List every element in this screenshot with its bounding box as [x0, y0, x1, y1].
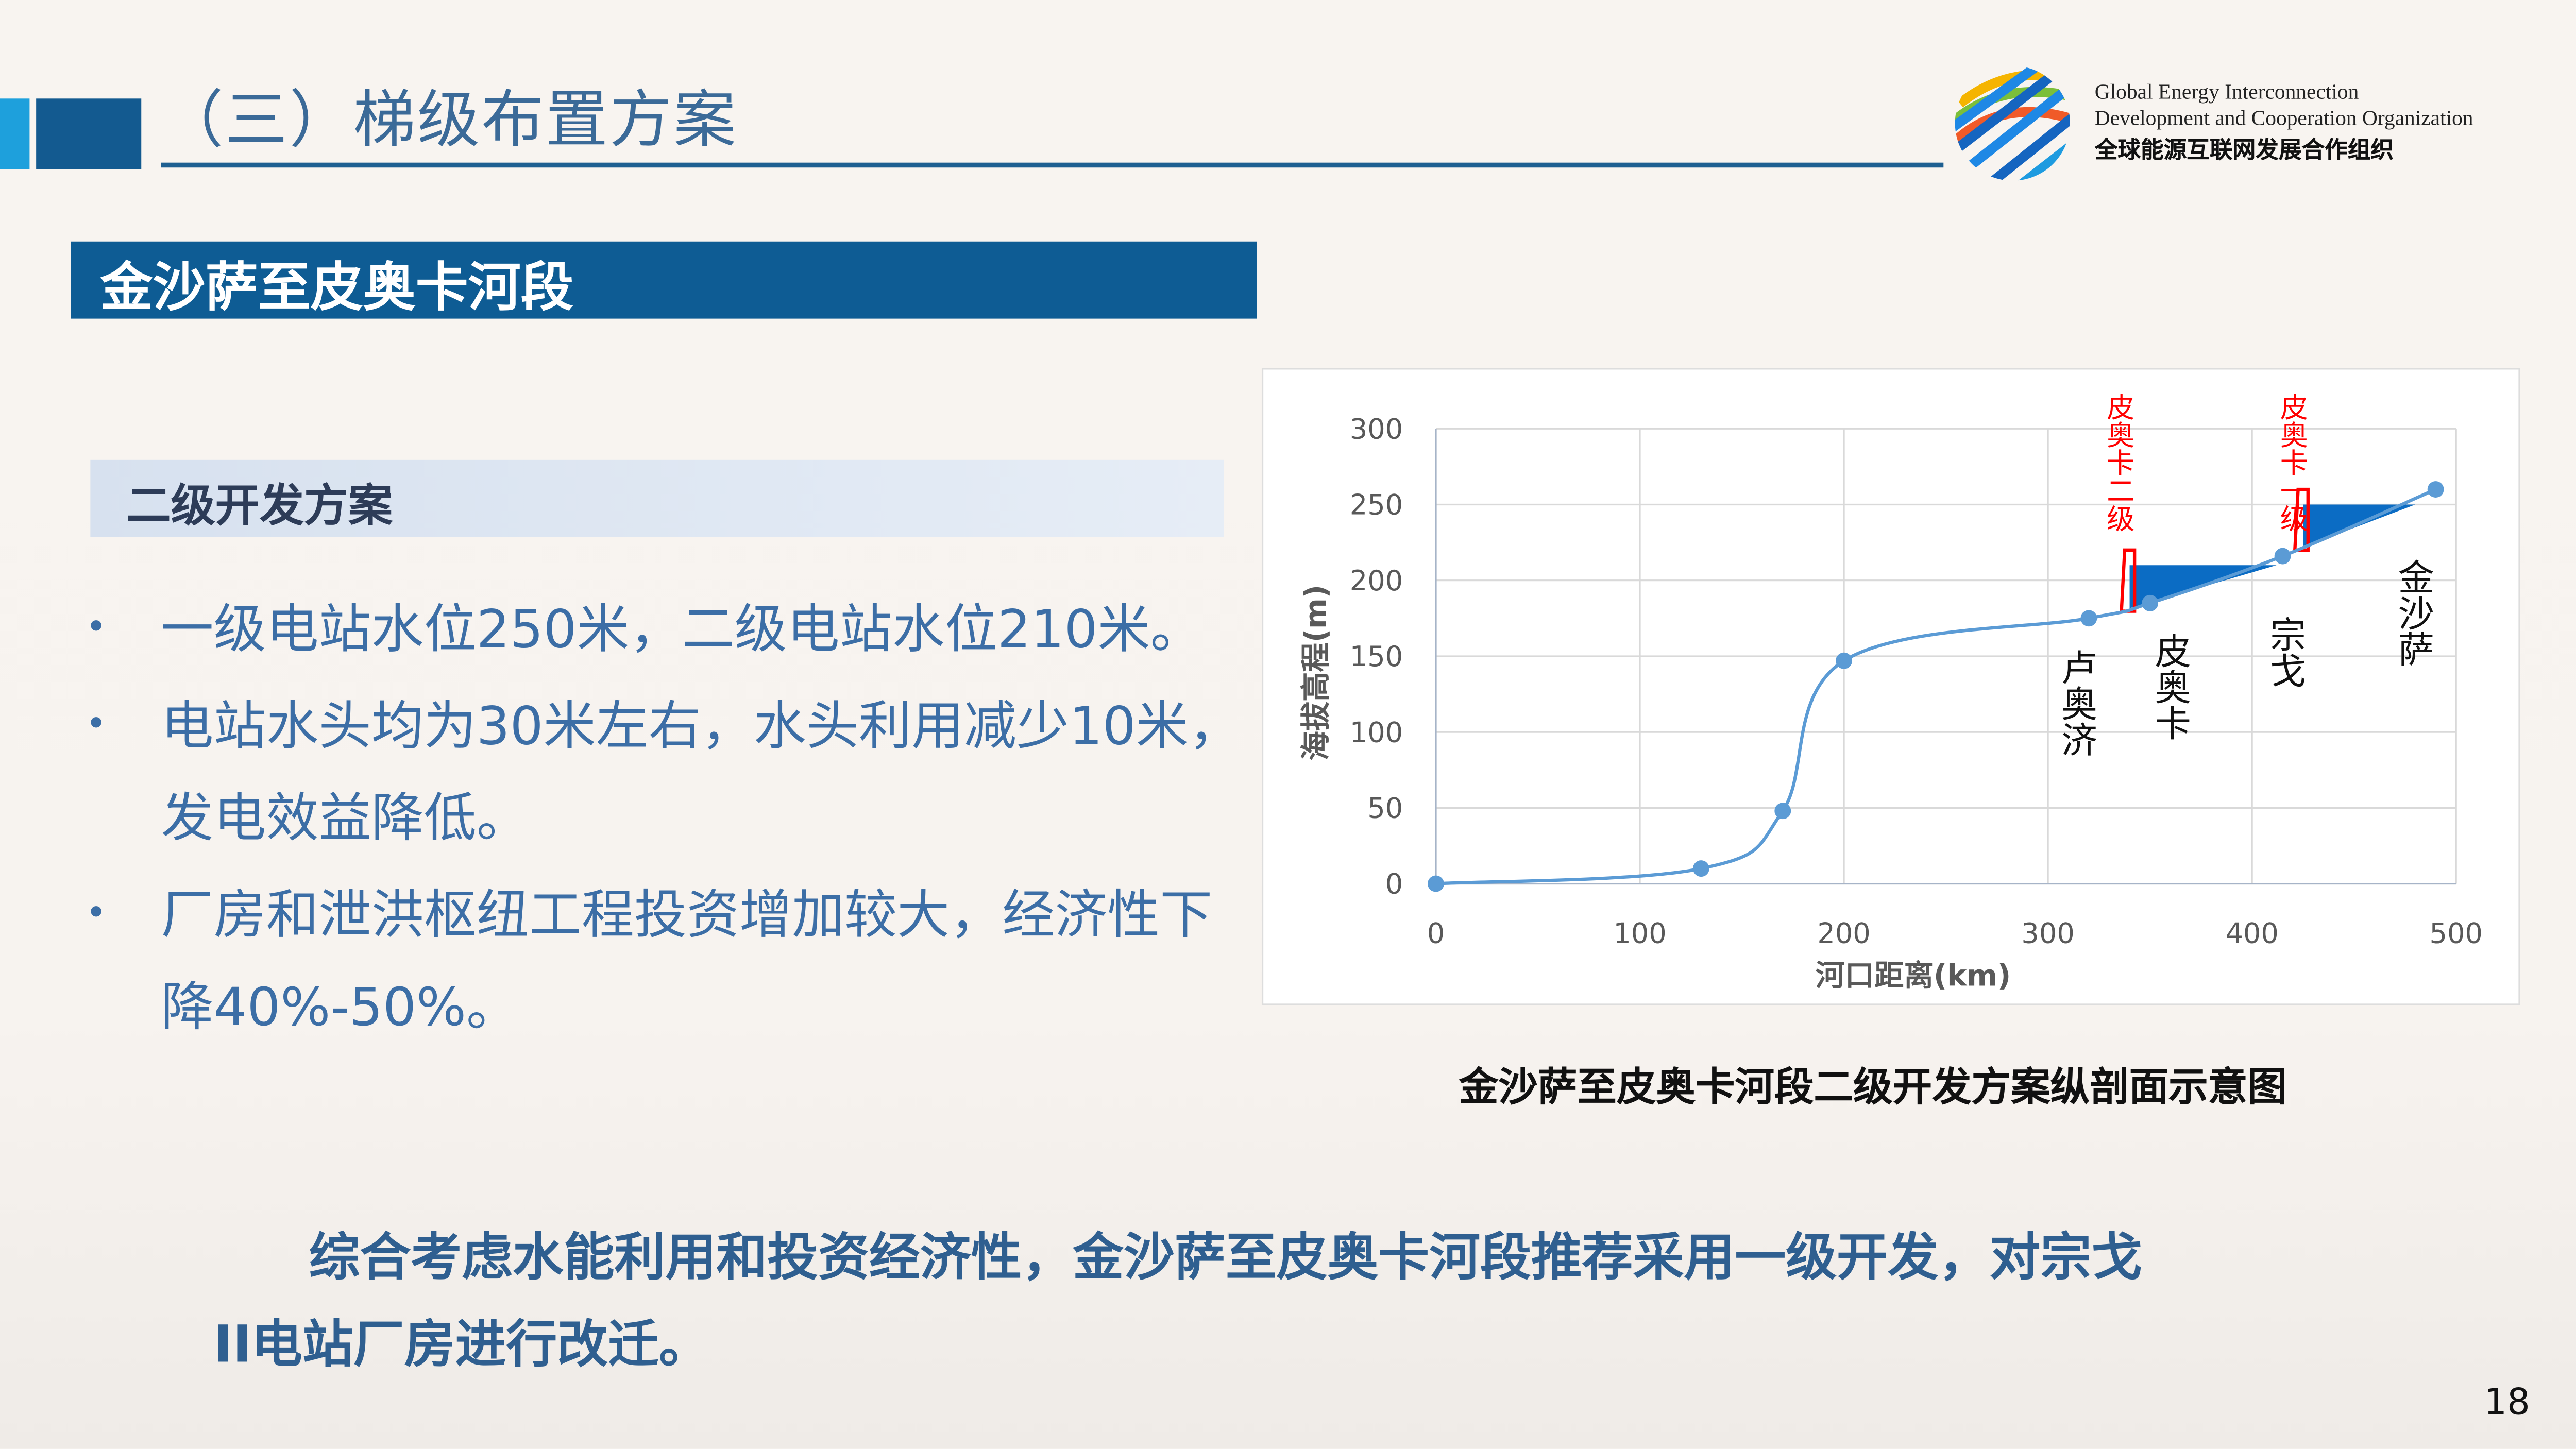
accent-block-dark — [36, 98, 142, 169]
data-point — [1428, 875, 1444, 892]
y-tick-label: 50 — [1367, 792, 1403, 824]
slide-title: （三）梯级布置方案 — [161, 83, 738, 156]
x-tick-label: 500 — [2430, 917, 2483, 949]
data-point — [2080, 610, 2097, 627]
bullet-dot-icon: • — [85, 607, 107, 649]
y-axis-label: 海拔高程(m) — [1298, 585, 1333, 761]
y-tick-label: 100 — [1350, 716, 1403, 748]
section-banner: 金沙萨至皮奥卡河段 — [71, 241, 1257, 319]
bullet-dot-icon: • — [85, 893, 107, 935]
y-tick-label: 150 — [1350, 640, 1403, 673]
x-axis-label: 河口距离(km) — [1815, 958, 2011, 993]
chart-container: 0 50 100 150 200 250 300 0 100 200 300 400 500 河口距离(k… — [1261, 368, 2520, 1005]
dam-marker — [2293, 487, 2310, 552]
station-label: 皮奥卡 — [2149, 633, 2191, 741]
dam-label: 皮奥卡二级 — [2102, 393, 2134, 532]
data-point — [1836, 652, 1853, 669]
y-tick-label: 0 — [1385, 868, 1403, 900]
y-tick-label: 250 — [1350, 489, 1403, 521]
x-tick-label: 400 — [2225, 917, 2278, 949]
section-banner-text: 金沙萨至皮奥卡河段 — [100, 256, 573, 319]
bullet-dot-icon: • — [85, 704, 107, 746]
y-tick-label: 300 — [1350, 413, 1403, 445]
station-label: 卢奥济 — [2056, 649, 2098, 757]
profile-chart: 0 50 100 150 200 250 300 0 100 200 300 400 500 河口距离(k… — [1298, 393, 2483, 993]
x-tick-label: 200 — [1817, 917, 1870, 949]
subheading-band: 二级开发方案 — [90, 459, 1224, 537]
data-point — [2427, 481, 2444, 498]
y-tick-label: 200 — [1350, 565, 1403, 597]
org-name-en-1: Global Energy Interconnection — [2094, 79, 2359, 104]
org-name-en-2: Development and Cooperation Organization — [2094, 105, 2473, 130]
data-point — [2274, 548, 2291, 565]
geidco-logo-icon — [1955, 65, 2070, 181]
page-number: 18 — [2484, 1383, 2530, 1424]
chart-caption: 金沙萨至皮奥卡河段二级开发方案纵剖面示意图 — [1459, 1064, 2287, 1111]
org-name-cn: 全球能源互联网发展合作组织 — [2094, 138, 2394, 164]
dam-label: 皮奥卡一级 — [2275, 393, 2308, 532]
title-underline — [161, 162, 1944, 168]
x-tick-label: 0 — [1427, 917, 1445, 949]
x-tick-label: 100 — [1613, 917, 1666, 949]
data-point — [1692, 860, 1709, 877]
subheading-text: 二级开发方案 — [126, 481, 393, 533]
data-point — [1774, 803, 1791, 820]
accent-block-light — [0, 98, 30, 169]
station-label: 金沙萨 — [2392, 558, 2434, 667]
conclusion-line-2: II电站厂房进行改迁。 — [213, 1316, 710, 1375]
station-label: 宗戈 — [2264, 616, 2307, 688]
conclusion-line-1: 综合考虑水能利用和投资经济性，金沙萨至皮奥卡河段推荐采用一级开发，对宗戈 — [309, 1229, 2143, 1288]
data-point — [2142, 594, 2159, 611]
x-tick-label: 300 — [2021, 917, 2074, 949]
